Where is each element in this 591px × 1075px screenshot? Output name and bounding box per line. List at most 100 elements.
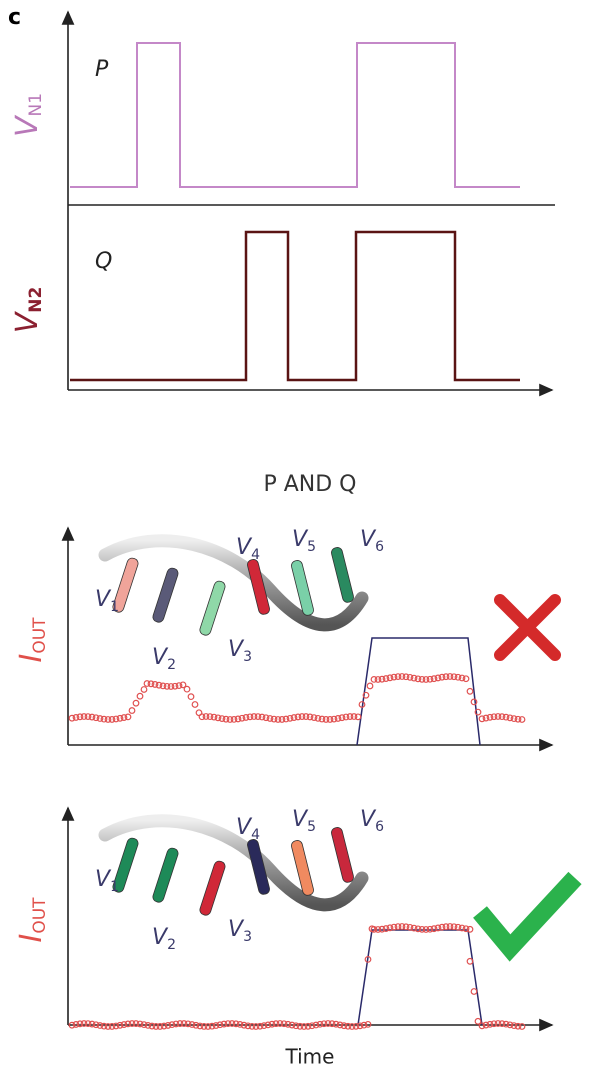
data-point [171,682,179,690]
data-point [124,713,132,721]
data-point [342,713,350,721]
strand [112,557,139,613]
data-point [184,1020,192,1028]
data-point [386,924,394,932]
strand [199,860,226,916]
data-point [132,1020,140,1027]
data-point [358,701,366,708]
data-point [100,715,108,723]
data-point [234,715,242,723]
data-point [192,1021,200,1029]
data-point [200,1023,208,1030]
data-point [179,681,187,689]
data-point [206,713,214,721]
data-point [302,713,310,720]
data-point [240,1021,248,1029]
strand-subscript: 4 [251,547,260,563]
data-point [270,715,278,723]
data-point [394,923,402,931]
data-point [494,713,502,720]
data-point [116,1021,124,1029]
data-point [112,1022,120,1030]
data-point [334,715,342,722]
strand-symbol: V [152,925,169,950]
data-point [147,680,155,688]
data-point [430,675,438,683]
data-point [92,714,100,722]
data-point [128,707,136,714]
strand-label: V1 [95,867,119,895]
strand-subscript: 2 [167,937,176,953]
data-point [258,713,266,721]
strand-symbol: V [95,867,112,892]
data-point [438,923,446,931]
data-point [248,1022,256,1030]
data-point [438,673,446,681]
data-point [398,673,406,680]
data-point [92,1021,100,1029]
data-point [458,924,466,932]
data-point [370,675,378,683]
data-point [434,674,442,682]
data-point [510,1022,518,1030]
data-point [486,713,494,721]
data-point [120,714,128,721]
axis-label: IOUT [14,617,51,663]
data-point [210,713,218,721]
data-point [360,1021,368,1029]
data-point [204,1023,212,1030]
data-point [498,713,506,721]
data-point [280,1020,288,1028]
data-point [304,1022,312,1030]
data-point [152,1023,160,1030]
data-point [446,923,454,930]
data-point [252,1023,260,1030]
data-point [318,715,326,723]
data-point [68,1021,76,1029]
data-point [260,1022,268,1030]
strand-symbol: V [360,807,377,832]
data-point [426,675,434,683]
data-point [88,1020,96,1028]
data-point [364,1020,372,1028]
data-point [224,1020,232,1028]
data-point [490,1020,498,1028]
data-point [76,1020,84,1028]
axis-label: VN1 [10,93,47,137]
data-point [310,714,318,721]
data-point [374,926,382,933]
data-point [296,1022,304,1030]
data-point [196,1022,204,1030]
strand-subscript: 6 [375,539,384,555]
data-point [72,714,80,721]
data-point [108,1023,116,1030]
strand-symbol: V [228,637,245,662]
strand-label: V2 [152,645,176,673]
data-point [155,681,163,689]
strand-label: V5 [292,527,316,555]
data-point [228,1020,236,1027]
data-point [354,713,362,721]
strand [291,840,314,896]
data-point [96,715,104,722]
data-point [80,1020,88,1027]
data-point [406,923,414,931]
data-point [422,676,430,683]
data-point [316,1020,324,1028]
strand-subscript: 1 [110,879,119,895]
data-point [410,924,418,932]
data-point [84,1020,92,1028]
data-point [187,693,195,701]
data-point [502,1020,510,1028]
data-point [108,716,116,723]
data-point [422,926,430,933]
data-point [314,714,322,722]
data-point [286,714,294,722]
data-point [346,713,354,720]
data-point [454,673,462,681]
panel-label: c [8,5,21,30]
strand [331,547,354,603]
data-point [518,716,526,723]
